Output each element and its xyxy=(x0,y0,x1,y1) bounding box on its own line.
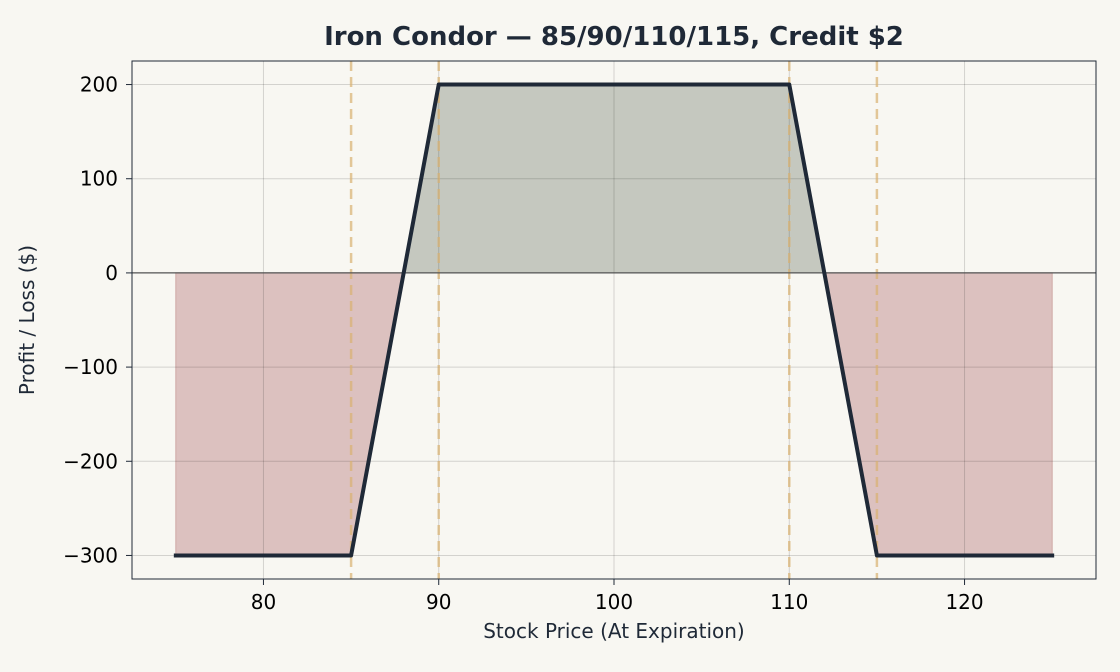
x-tick-label: 80 xyxy=(251,590,276,614)
x-tick-label: 90 xyxy=(426,590,451,614)
series-layer xyxy=(173,82,1055,558)
y-tick-label: −100 xyxy=(63,355,118,379)
y-tick-label: −300 xyxy=(63,543,118,567)
x-tick-label: 100 xyxy=(595,590,633,614)
x-axis-ticks: 80 90 100 110 120 xyxy=(251,579,984,614)
y-tick-label: 100 xyxy=(80,167,118,191)
x-axis-label: Stock Price (At Expiration) xyxy=(483,619,745,643)
chart-title: Iron Condor — 85/90/110/115, Credit $2 xyxy=(324,22,904,52)
strike-lines-layer xyxy=(349,61,879,579)
y-tick-label: 200 xyxy=(80,73,118,97)
y-axis-label: Profit / Loss ($) xyxy=(15,245,39,395)
payoff-line xyxy=(173,82,1055,558)
fill-layer xyxy=(175,84,1053,556)
y-tick-label: −200 xyxy=(63,449,118,473)
x-tick-label: 120 xyxy=(945,590,983,614)
y-tick-label: 0 xyxy=(105,261,118,285)
profit-fill xyxy=(403,84,825,273)
x-tick-label: 110 xyxy=(770,590,808,614)
y-axis-ticks: 200 100 0 −100 −200 −300 xyxy=(63,73,132,567)
